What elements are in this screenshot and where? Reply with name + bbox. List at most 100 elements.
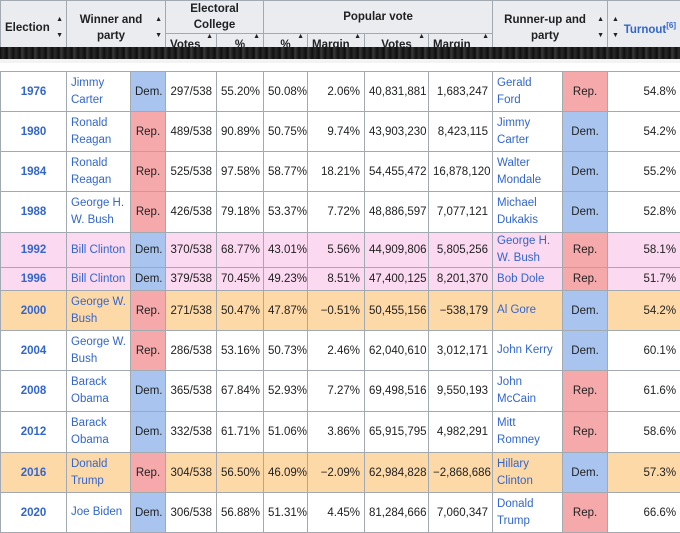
turnout-link[interactable]: Turnout [624,24,667,36]
winner-name[interactable]: Barack Obama [67,412,131,453]
pv-votes: 62,040,610 [365,331,429,371]
election-year[interactable]: 1988 [1,192,67,233]
winner-name[interactable]: Jimmy Carter [67,72,131,112]
pv-margin: 7.27% [308,371,365,412]
ec-votes: 271/538 [166,291,217,331]
pv-margin: 9.74% [308,112,365,152]
ec-pct: 56.50% [217,453,264,493]
runner-up-name[interactable]: Donald Trump [493,493,563,533]
winner-party: Rep. [131,152,166,192]
pv-votes: 47,400,125 [365,268,429,291]
turnout: 51.7% [608,268,680,291]
pv-margin-votes: 4,982,291 [429,412,493,453]
runner-up-name[interactable]: Jimmy Carter [493,112,563,152]
header-election-label: Election [5,22,50,34]
ec-pct: 53.16% [217,331,264,371]
pv-votes: 43,903,230 [365,112,429,152]
ec-votes: 332/538 [166,412,217,453]
turnout: 66.6% [608,493,680,533]
header-electoral-college-label: Electoral College [190,3,239,31]
turnout: 54.2% [608,291,680,331]
runner-up-name[interactable]: Michael Dukakis [493,192,563,233]
runner-up-party: Dem. [563,112,608,152]
ec-pct: 90.89% [217,112,264,152]
sort-arrows-icon[interactable]: ▲▼ [56,12,62,44]
ec-votes: 297/538 [166,72,217,112]
winner-party: Rep. [131,112,166,152]
election-year[interactable]: 2008 [1,371,67,412]
winner-party: Rep. [131,291,166,331]
runner-up-name[interactable]: Walter Mondale [493,152,563,192]
turnout: 58.6% [608,412,680,453]
winner-name[interactable]: Joe Biden [67,493,131,533]
winner-name[interactable]: George W. Bush [67,291,131,331]
winner-name[interactable]: Ronald Reagan [67,112,131,152]
runner-up-name[interactable]: Al Gore [493,291,563,331]
runner-up-name[interactable]: Gerald Ford [493,72,563,112]
runner-up-name[interactable]: Mitt Romney [493,412,563,453]
ec-pct: 56.88% [217,493,264,533]
turnout-reference[interactable]: [6] [666,21,676,30]
sort-arrows-icon[interactable]: ▲▼ [155,12,161,44]
election-year[interactable]: 2000 [1,291,67,331]
pv-pct: 50.75% [264,112,308,152]
runner-up-party: Rep. [563,412,608,453]
runner-up-name[interactable]: John Kerry [493,331,563,371]
runner-up-name[interactable]: George H. W. Bush [493,233,563,268]
pv-margin-votes: 3,012,171 [429,331,493,371]
sort-arrows-icon[interactable]: ▲▼ [612,12,618,44]
ec-pct: 50.47% [217,291,264,331]
runner-up-name[interactable]: Bob Dole [493,268,563,291]
winner-name[interactable]: George W. Bush [67,331,131,371]
pv-margin-votes: 8,201,370 [429,268,493,291]
winner-party: Dem. [131,493,166,533]
winner-name[interactable]: Bill Clinton [67,233,131,268]
pv-pct: 52.93% [264,371,308,412]
pv-votes: 50,455,156 [365,291,429,331]
election-year[interactable]: 2020 [1,493,67,533]
election-year[interactable]: 1984 [1,152,67,192]
turnout: 61.6% [608,371,680,412]
header-winner-label: Winner and party [80,14,143,42]
election-year[interactable]: 1992 [1,233,67,268]
turnout: 60.1% [608,331,680,371]
winner-name[interactable]: Ronald Reagan [67,152,131,192]
runner-up-name[interactable]: Hillary Clinton [493,453,563,493]
sort-arrows-icon[interactable]: ▲▼ [597,12,603,44]
winner-party: Dem. [131,268,166,291]
election-year[interactable]: 2012 [1,412,67,453]
winner-name[interactable]: Bill Clinton [67,268,131,291]
election-year[interactable]: 1980 [1,112,67,152]
runner-up-party: Dem. [563,152,608,192]
pv-pct: 53.37% [264,192,308,233]
pv-votes: 65,915,795 [365,412,429,453]
pv-margin: 5.56% [308,233,365,268]
pv-margin-votes: −538,179 [429,291,493,331]
turnout: 52.8% [608,192,680,233]
election-year[interactable]: 1996 [1,268,67,291]
pv-votes: 54,455,472 [365,152,429,192]
header-electoral-college: Electoral College [166,1,264,34]
ec-pct: 67.84% [217,371,264,412]
election-year[interactable]: 2004 [1,331,67,371]
runner-up-party: Rep. [563,493,608,533]
pv-pct: 50.73% [264,331,308,371]
runner-up-name[interactable]: John McCain [493,371,563,412]
pv-pct: 49.23% [264,268,308,291]
winner-name[interactable]: Barack Obama [67,371,131,412]
winner-name[interactable]: George H. W. Bush [67,192,131,233]
election-year[interactable]: 2016 [1,453,67,493]
ec-pct: 68.77% [217,233,264,268]
pv-votes: 62,984,828 [365,453,429,493]
winner-name[interactable]: Donald Trump [67,453,131,493]
ec-votes: 489/538 [166,112,217,152]
election-year[interactable]: 1976 [1,72,67,112]
turnout: 57.3% [608,453,680,493]
